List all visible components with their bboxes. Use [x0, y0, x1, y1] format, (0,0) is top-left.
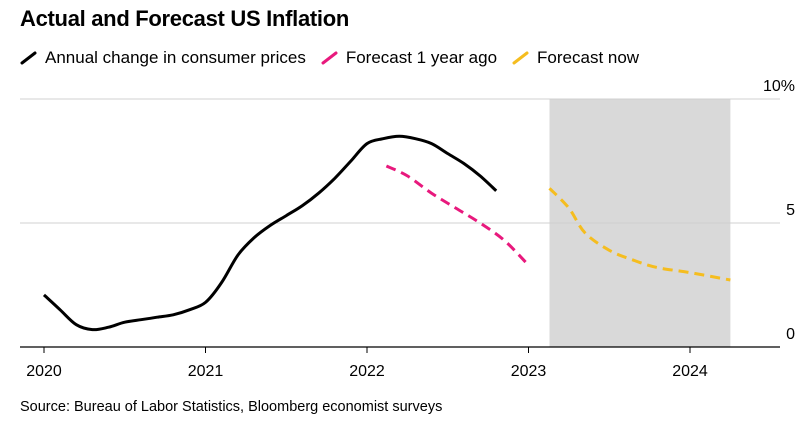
legend-swatch-forecast-1yr-ago	[321, 51, 338, 65]
legend-label-forecast-1yr-ago: Forecast 1 year ago	[345, 48, 498, 67]
legend-swatch-actual	[20, 51, 37, 65]
legend-item-forecast-now: Forecast now	[512, 48, 639, 68]
legend-item-actual: Annual change in consumer prices	[20, 48, 306, 68]
x-tick-label-1: 2021	[188, 363, 224, 380]
x-tick-label-3: 2023	[511, 363, 547, 380]
series-line-forecast-now	[548, 187, 731, 282]
y-tick-label-1: 5	[786, 202, 795, 219]
y-tick-label-2: 10%	[763, 78, 795, 95]
chart-title: Actual and Forecast US Inflation	[20, 6, 350, 31]
source-note: Source: Bureau of Labor Statistics, Bloo…	[20, 399, 443, 415]
x-tick-label-0: 2020	[26, 363, 62, 380]
x-tick-label-2: 2022	[349, 363, 385, 380]
series-line-actual	[42, 134, 498, 332]
legend-label-actual: Annual change in consumer prices	[45, 48, 306, 67]
legend: Annual change in consumer prices Forecas…	[20, 48, 654, 68]
legend-swatch-forecast-now	[512, 51, 529, 65]
legend-item-forecast-1yr-ago: Forecast 1 year ago	[321, 48, 497, 68]
x-tick-label-4: 2024	[672, 363, 708, 380]
series-line-forecast-1yr-ago	[385, 164, 530, 267]
y-tick-label-0: 0	[786, 326, 795, 343]
legend-label-forecast-now: Forecast now	[537, 48, 640, 67]
